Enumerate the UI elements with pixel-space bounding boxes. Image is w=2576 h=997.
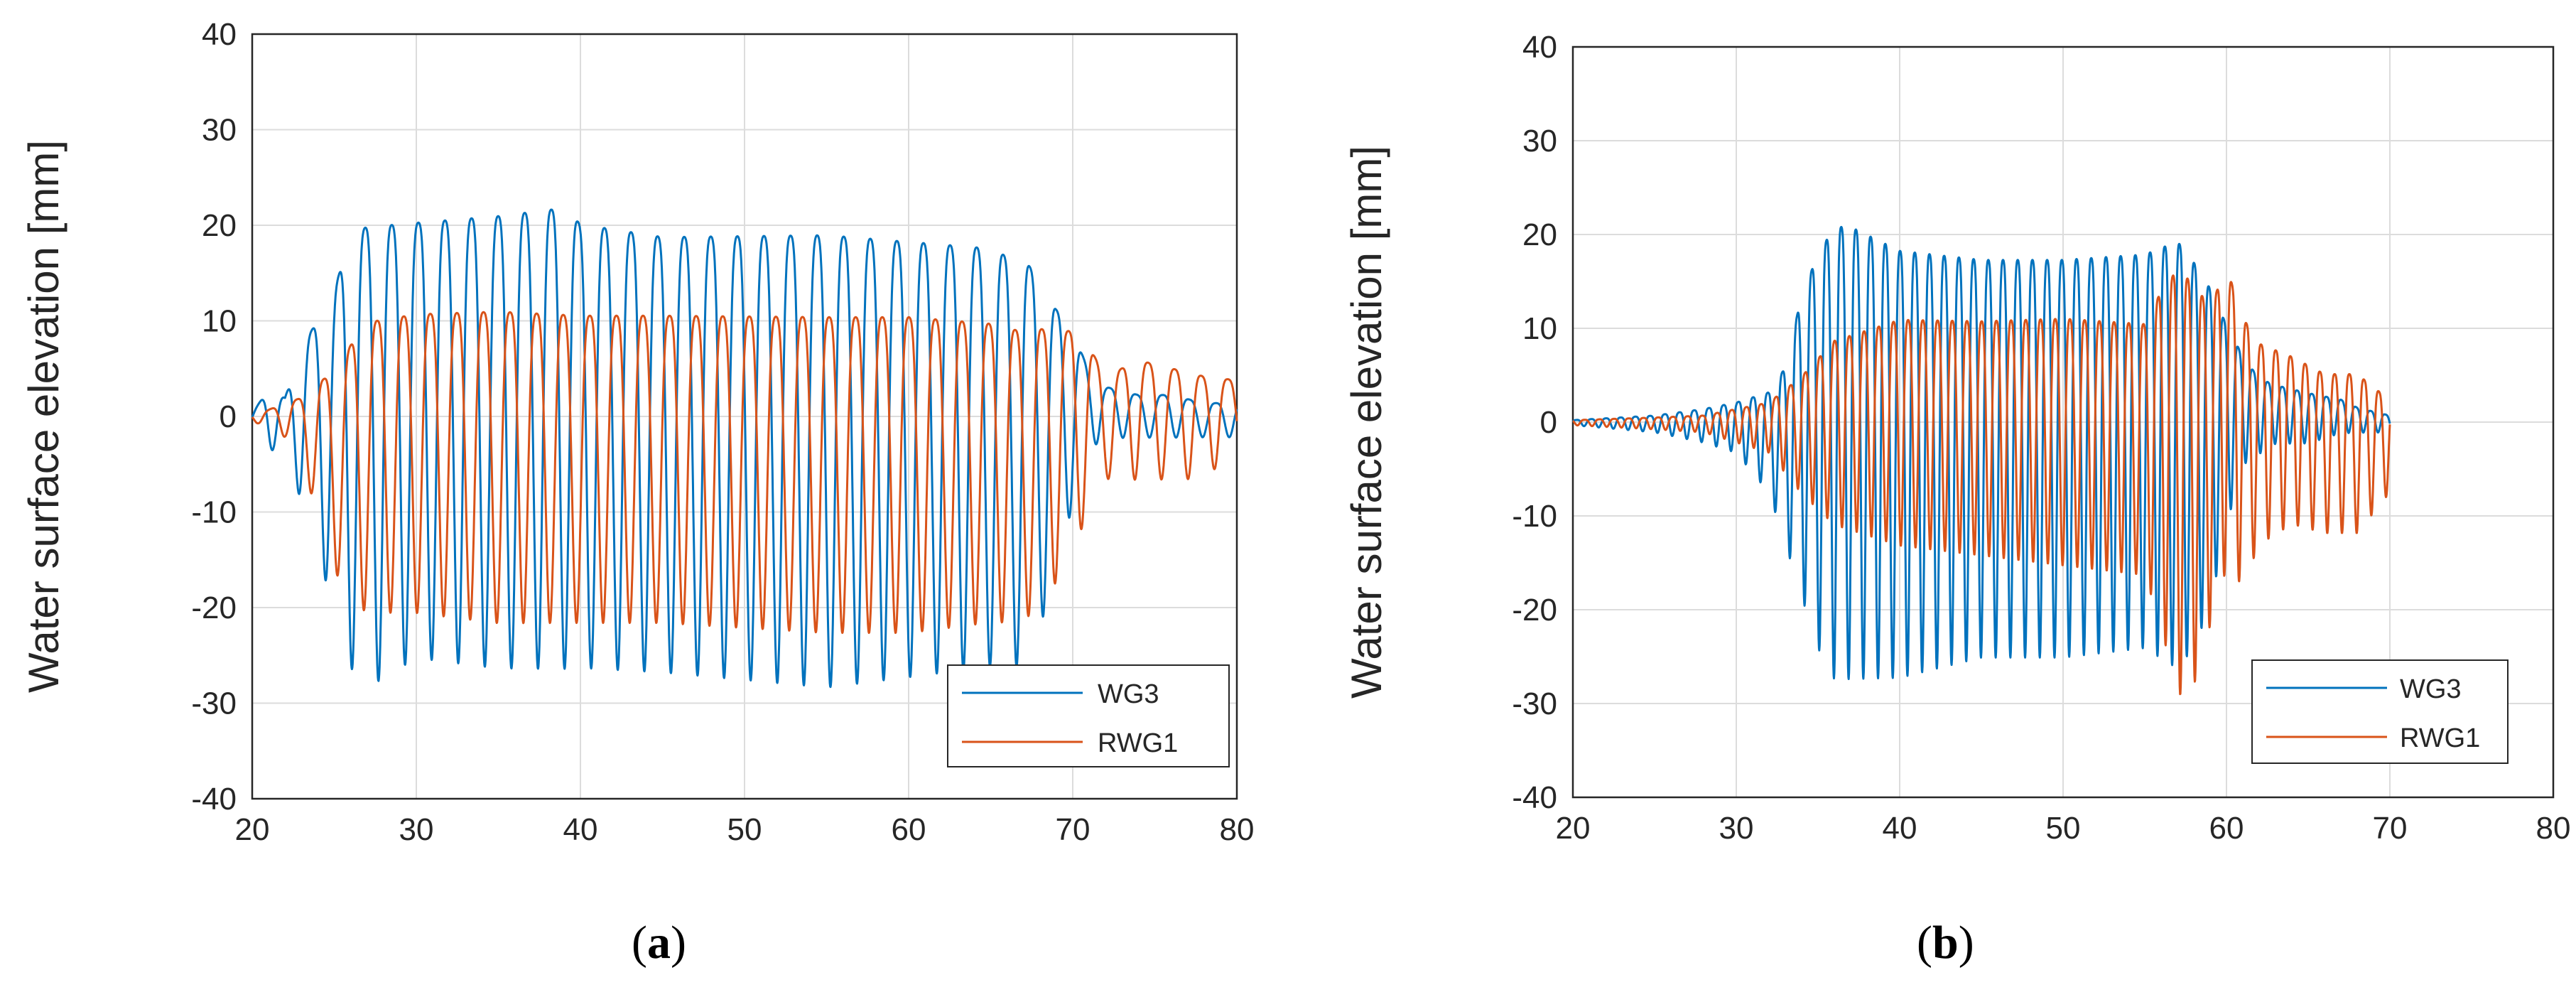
panel-b-y-tick-label: -40	[1512, 780, 1557, 815]
panel-a: 20 30 40 50 60 70 80 -40 -30 -20 -10 0 10 20 30 40 Wate…	[20, 17, 1254, 969]
panel-a-y-tick-label: -10	[191, 495, 237, 530]
panel-b-y-tick-label: 0	[1540, 405, 1557, 440]
panel-b-y-tick-label: -20	[1512, 593, 1557, 627]
panel-a-y-tick-label: 40	[202, 17, 237, 52]
panel-a-series	[251, 208, 1238, 689]
panel-a-x-tick-label: 30	[399, 812, 434, 847]
panel-b-legend-box	[2251, 659, 2509, 764]
panel-b-y-tick-label: -10	[1512, 499, 1557, 534]
panel-a-x-tick-label: 20	[235, 812, 270, 847]
panel-b-y-tick-label: 30	[1522, 124, 1557, 158]
panel-b-y-tick-label: 20	[1522, 217, 1557, 252]
panel-b-x-tick-label: 80	[2536, 811, 2571, 846]
panel-b-x-tick-label: 70	[2373, 811, 2408, 846]
panel-a-legend-label-wg3: WG3	[1098, 679, 1159, 709]
panel-a-x-tick-label: 50	[727, 812, 762, 847]
panel-b-y-tick-label: -30	[1512, 686, 1557, 721]
panel-a-y-tick-label: -40	[191, 782, 237, 817]
panel-a-y-axis-label: Water surface elevation [mm]	[20, 140, 67, 693]
panel-b-x-tick-label: 30	[1719, 811, 1754, 846]
panel-a-y-tick-label: -30	[191, 686, 237, 721]
panel-b-legend-label-rwg1: RWG1	[2400, 723, 2480, 753]
panel-b-x-tick-label: 60	[2209, 811, 2244, 846]
panel-a-x-tick-label: 60	[892, 812, 926, 847]
panel-a-legend: WG3 RWG1	[947, 664, 1230, 767]
panel-b-y-tick-label: 40	[1522, 30, 1557, 65]
panel-b-x-tick-label: 20	[1556, 811, 1591, 846]
panel-b-tick-labels: 20 30 40 50 60 70 80 -40 -30 -20 -10 0 10 20 30 40	[1512, 30, 2570, 846]
panel-a-tick-labels: 20 30 40 50 60 70 80 -40 -30 -20 -10 0 10 20 30 40	[191, 17, 1254, 847]
panel-b-x-tick-label: 40	[1883, 811, 1917, 846]
panel-b-series-line-wg3	[1571, 225, 2391, 680]
panel-a-x-tick-label: 70	[1056, 812, 1091, 847]
panel-b-y-axis-label: Water surface elevation [mm]	[1343, 146, 1390, 699]
panel-a-y-tick-label: -20	[191, 591, 237, 625]
panel-a-series-line-rwg1	[251, 311, 1238, 635]
panel-a-grid	[251, 33, 1238, 799]
panel-b: 20 30 40 50 60 70 80 -40 -30 -20 -10 0 10 20 30 40 Wate…	[1343, 30, 2570, 969]
panel-a-legend-box	[947, 664, 1230, 767]
panel-b-legend: WG3 RWG1	[2251, 659, 2509, 764]
panel-b-x-tick-label: 50	[2046, 811, 2081, 846]
panel-a-series-line-wg3	[251, 208, 1238, 689]
panel-b-series-line-rwg1	[1572, 274, 2391, 696]
panel-b-series	[1571, 225, 2391, 696]
panel-a-caption: (a)	[632, 917, 686, 969]
panel-a-y-tick-label: 0	[220, 399, 237, 434]
panel-b-caption: (b)	[1917, 917, 1974, 969]
panel-a-caption-letter: a	[647, 917, 671, 969]
panel-a-y-tick-label: 20	[202, 208, 237, 243]
panel-a-legend-label-rwg1: RWG1	[1098, 728, 1178, 758]
panel-a-x-tick-label: 80	[1220, 812, 1255, 847]
panel-a-y-tick-label: 10	[202, 304, 237, 339]
panel-b-legend-label-wg3: WG3	[2400, 674, 2462, 704]
panel-b-y-tick-label: 10	[1522, 311, 1557, 346]
panel-a-y-tick-label: 30	[202, 113, 237, 148]
panel-b-caption-letter: b	[1932, 917, 1959, 969]
panel-a-x-tick-label: 40	[563, 812, 598, 847]
